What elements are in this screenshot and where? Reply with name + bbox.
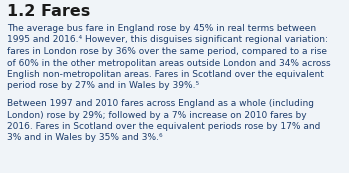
Text: Between 1997 and 2010 fares across England as a whole (including: Between 1997 and 2010 fares across Engla…	[7, 99, 314, 108]
Text: 2016. Fares in Scotland over the equivalent periods rose by 17% and: 2016. Fares in Scotland over the equival…	[7, 122, 320, 131]
Text: The average bus fare in England rose by 45% in real terms between: The average bus fare in England rose by …	[7, 24, 316, 33]
Text: English non-metropolitan areas. Fares in Scotland over the equivalent: English non-metropolitan areas. Fares in…	[7, 70, 324, 79]
Text: 3% and in Wales by 35% and 3%.⁶: 3% and in Wales by 35% and 3%.⁶	[7, 134, 163, 143]
Text: London) rose by 29%; followed by a 7% increase on 2010 fares by: London) rose by 29%; followed by a 7% in…	[7, 111, 307, 120]
Text: 1.2 Fares: 1.2 Fares	[7, 4, 90, 19]
Text: fares in London rose by 36% over the same period, compared to a rise: fares in London rose by 36% over the sam…	[7, 47, 327, 56]
Text: of 60% in the other metropolitan areas outside London and 34% across: of 60% in the other metropolitan areas o…	[7, 58, 331, 67]
Text: period rose by 27% and in Wales by 39%.⁵: period rose by 27% and in Wales by 39%.⁵	[7, 81, 199, 90]
Text: 1995 and 2016.⁴ However, this disguises significant regional variation:: 1995 and 2016.⁴ However, this disguises …	[7, 35, 328, 44]
